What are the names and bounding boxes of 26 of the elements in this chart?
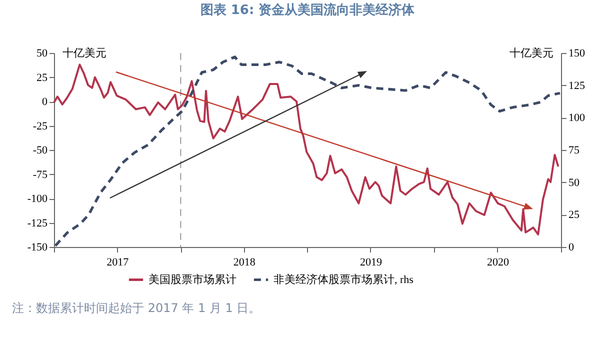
- x-tick-label: 2017: [106, 256, 130, 268]
- y2-tick-label: 125: [568, 80, 586, 92]
- legend-label: 非美经济体股票市场累计, rhs: [274, 272, 414, 286]
- y-tick-label: -50: [32, 144, 48, 156]
- y2-tick-label: 25: [568, 209, 580, 222]
- y-tick-label: -25: [32, 120, 48, 132]
- y-tick-label: 0: [42, 96, 48, 108]
- x-tick-label: 2018: [233, 256, 256, 268]
- y2-tick-label: 75: [568, 144, 580, 156]
- y-tick-label: -125: [27, 217, 48, 230]
- y2-tick-label: 50: [568, 176, 580, 189]
- y-tick-label: -150: [27, 242, 48, 254]
- y2-tick-label: 100: [568, 112, 586, 124]
- y2-tick-label: 0: [568, 242, 574, 254]
- y2-tick-label: 150: [568, 48, 586, 60]
- y-tick-label: -75: [32, 168, 48, 181]
- x-tick-label: 2020: [486, 256, 510, 268]
- y-tick-label: 25: [36, 72, 48, 84]
- y-tick-label: -100: [27, 193, 48, 205]
- text: 注：数据累计时间起始于 2017 年 1 月 1 日。: [12, 300, 261, 317]
- x-tick-label: 2019: [360, 256, 382, 268]
- y-tick-label: 50: [36, 48, 48, 60]
- y-axis-title: 十亿美元: [62, 46, 106, 60]
- chart-title: 图表 16: 资金从美国流向非美经济体: [200, 2, 416, 18]
- y2-axis-title: 十亿美元: [510, 46, 554, 60]
- legend-label: 美国股票市场累计: [148, 272, 236, 286]
